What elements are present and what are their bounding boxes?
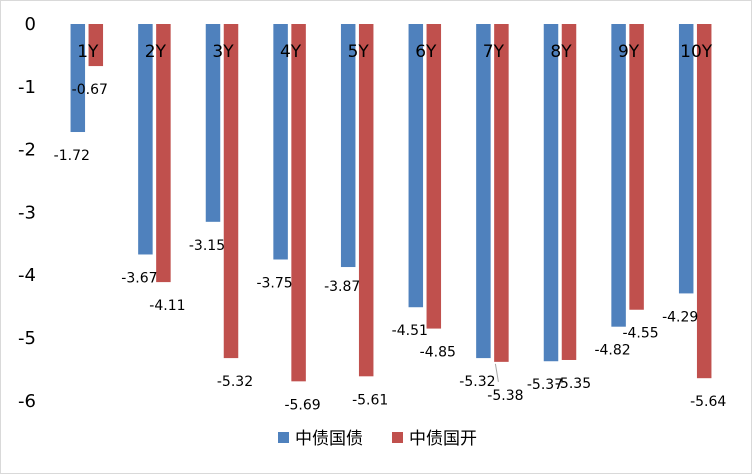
legend-label: 中债国债 [295,429,363,449]
data-label-leader-line [494,363,499,382]
bar-guokai-7Y [494,24,509,362]
data-label: -5.64 [690,394,726,410]
category-label: 3Y [212,42,234,62]
data-label: -5.69 [284,397,320,413]
category-label: 6Y [415,42,437,62]
data-label: -5.38 [487,388,523,404]
data-label: -4.11 [149,298,185,314]
y-tick-label: -1 [18,77,36,98]
data-label: -4.51 [392,323,428,339]
category-label: 2Y [145,42,167,62]
legend-swatch [392,432,403,443]
data-label: -4.82 [594,343,630,359]
y-tick-label: -6 [18,391,36,412]
data-label: -3.15 [189,238,225,254]
y-tick-label: -4 [18,265,36,286]
y-tick-label: 0 [25,14,36,35]
y-tick-label: -5 [18,328,36,349]
data-label: -0.67 [72,82,108,98]
bar-guozhai-10Y [678,24,694,294]
data-label: -4.55 [622,326,658,342]
data-label: -3.87 [324,279,360,295]
data-label: -4.29 [662,309,698,325]
bar-guokai-3Y [223,24,239,359]
bar-guozhai-7Y [476,24,491,359]
data-label: -3.67 [121,270,157,286]
bar-guozhai-4Y [273,24,288,260]
bar-guozhai-9Y [611,24,626,327]
bar-guokai-1Y [88,24,104,67]
category-label: 9Y [618,42,640,62]
category-label: 1Y [77,42,99,62]
category-label: 10Y [680,42,713,62]
bar-guozhai-5Y [340,24,356,268]
bar-guokai-5Y [358,24,374,377]
bar-guokai-2Y [156,24,171,283]
bar-guokai-8Y [561,24,577,360]
bar-guokai-4Y [291,24,306,382]
y-tick-label: -2 [18,140,36,161]
data-label: -5.35 [555,376,591,392]
category-label: 5Y [348,42,370,62]
data-label: -5.37 [527,377,563,393]
category-label: 8Y [550,42,572,62]
category-label: 7Y [483,42,505,62]
data-label: -5.61 [352,392,388,408]
legend-swatch [278,432,289,443]
data-label: -4.85 [420,345,456,361]
bar-guozhai-6Y [408,24,424,308]
bar-guozhai-3Y [205,24,221,222]
data-label: -5.32 [459,374,495,390]
bar-guokai-6Y [426,24,442,329]
data-label: -3.75 [256,276,292,292]
legend-label: 中债国开 [409,429,477,449]
bar-guozhai-2Y [138,24,153,255]
bar-guozhai-1Y [70,24,86,133]
category-label: 4Y [280,42,302,62]
bar-guokai-10Y [696,24,712,379]
bar-guozhai-8Y [543,24,559,362]
data-label: -1.72 [54,148,90,164]
y-tick-label: -3 [18,202,36,223]
data-label: -5.32 [217,374,253,390]
bar-guokai-9Y [629,24,644,310]
